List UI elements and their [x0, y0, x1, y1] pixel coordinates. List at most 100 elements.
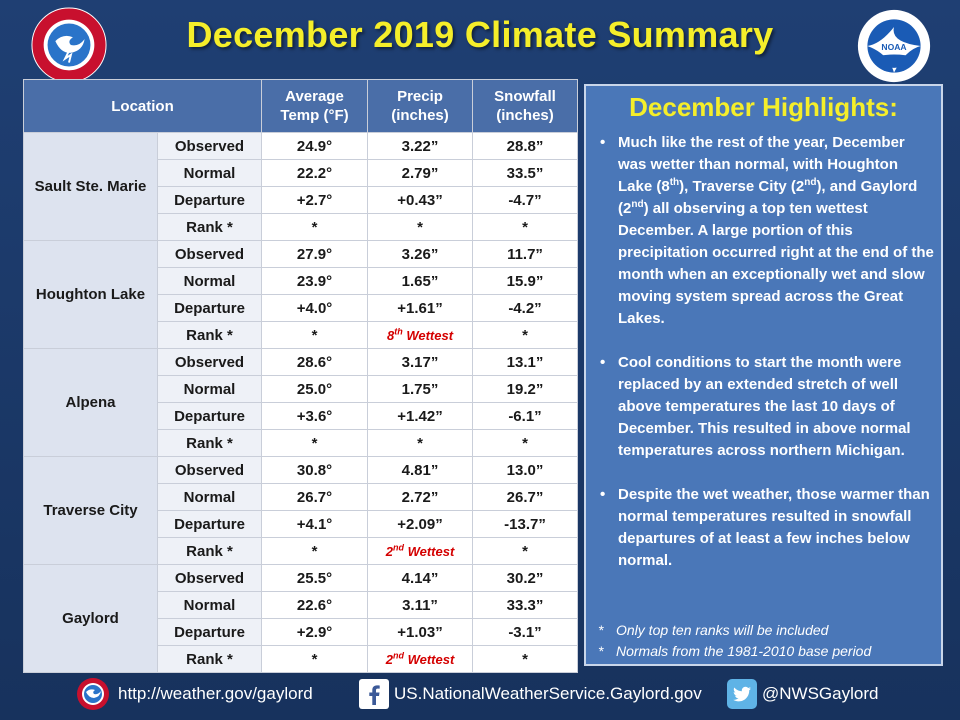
highlight-bullet-temp: Cool conditions to start the month were …	[596, 352, 936, 462]
row-label: Departure	[157, 510, 262, 538]
facebook-icon	[359, 679, 389, 709]
row-label: Normal	[157, 159, 262, 187]
precip-cell: +0.43”	[367, 186, 473, 214]
temp-cell: *	[261, 537, 368, 565]
snow-cell: -4.2”	[472, 294, 578, 322]
snow-cell: *	[472, 429, 578, 457]
row-label: Observed	[157, 132, 262, 160]
temp-cell: +4.0°	[261, 294, 368, 322]
snow-cell: 19.2”	[472, 375, 578, 403]
snow-cell: 15.9”	[472, 267, 578, 295]
noaa-logo-text: NOAA	[881, 42, 906, 52]
row-label: Observed	[157, 564, 262, 592]
header-snowfall: Snowfall (inches)	[472, 79, 578, 133]
temp-cell: *	[261, 213, 368, 241]
precip-cell: 1.65”	[367, 267, 473, 295]
row-label: Observed	[157, 240, 262, 268]
footer-twitter[interactable]: @NWSGaylord	[726, 676, 878, 712]
website-link[interactable]: http://weather.gov/gaylord	[118, 684, 313, 703]
row-label: Departure	[157, 402, 262, 430]
location-name: Sault Ste. Marie	[23, 132, 158, 241]
row-label: Normal	[157, 483, 262, 511]
row-label: Departure	[157, 618, 262, 646]
table-row: Rank * * * *	[24, 213, 578, 241]
table-row: Departure +2.9° +1.03” -3.1”	[24, 618, 578, 646]
row-label: Normal	[157, 267, 262, 295]
highlights-title: December Highlights:	[629, 92, 898, 122]
row-label: Rank *	[157, 321, 262, 349]
twitter-handle[interactable]: @NWSGaylord	[762, 684, 879, 703]
row-label: Normal	[157, 375, 262, 403]
snow-cell: -3.1”	[472, 618, 578, 646]
table-row: Normal 26.7° 2.72” 26.7”	[24, 483, 578, 511]
snow-cell: 26.7”	[472, 483, 578, 511]
temp-cell: 28.6°	[261, 348, 368, 376]
row-label: Normal	[157, 591, 262, 619]
temp-cell: 23.9°	[261, 267, 368, 295]
highlights-list: Much like the rest of the year, December…	[596, 132, 936, 594]
snow-cell: 28.8”	[472, 132, 578, 160]
precip-cell: 4.81”	[367, 456, 473, 484]
row-label: Departure	[157, 294, 262, 322]
precip-cell: +1.42”	[367, 402, 473, 430]
table-row: Departure +2.7° +0.43” -4.7”	[24, 186, 578, 214]
temp-cell: +2.7°	[261, 186, 368, 214]
wettest-rank: 2nd Wettest	[385, 650, 455, 667]
footnotes: * Only top ten ranks will be included * No…	[598, 620, 938, 662]
nws-small-logo-icon	[77, 678, 109, 710]
table-row: Rank * * 8th Wettest *	[24, 321, 578, 349]
snow-cell: -6.1”	[472, 402, 578, 430]
nws-logo-icon	[31, 7, 107, 83]
precip-cell: *	[367, 213, 473, 241]
row-label: Rank *	[157, 213, 262, 241]
snow-cell: -4.7”	[472, 186, 578, 214]
table-row: Normal 23.9° 1.65” 15.9”	[24, 267, 578, 295]
table-row: Gaylord Observed 25.5° 4.14” 30.2”	[23, 564, 578, 673]
snow-cell: 33.3”	[472, 591, 578, 619]
facebook-link[interactable]: US.NationalWeatherService.Gaylord.gov	[394, 684, 702, 703]
table-row: Departure +3.6° +1.42” -6.1”	[24, 402, 578, 430]
temp-cell: *	[261, 429, 368, 457]
location-name: Alpena	[23, 348, 158, 457]
precip-rank-cell: 8th Wettest	[367, 321, 473, 349]
temp-cell: +2.9°	[261, 618, 368, 646]
snow-cell: *	[472, 537, 578, 565]
temp-cell: +4.1°	[261, 510, 368, 538]
precip-cell: +1.61”	[367, 294, 473, 322]
table-row: Normal 22.6° 3.11” 33.3”	[24, 591, 578, 619]
table-row: Departure +4.0° +1.61” -4.2”	[24, 294, 578, 322]
precip-cell: *	[367, 429, 473, 457]
snow-cell: 13.0”	[472, 456, 578, 484]
noaa-logo-icon: NOAA	[857, 9, 931, 83]
footer-website[interactable]: http://weather.gov/gaylord	[72, 676, 313, 712]
highlights-panel: December Highlights: Much like the rest …	[584, 84, 943, 666]
climate-table: Location Average Temp (°F) Precip (inches)…	[23, 79, 578, 673]
header-temp: Average Temp (°F)	[261, 79, 368, 133]
highlight-bullet-snow: Despite the wet weather, those warmer th…	[596, 484, 936, 572]
temp-cell: 22.6°	[261, 591, 368, 619]
row-label: Rank *	[157, 645, 262, 673]
precip-rank-cell: 2nd Wettest	[367, 537, 473, 565]
location-name: Houghton Lake	[23, 240, 158, 349]
precip-cell: 2.79”	[367, 159, 473, 187]
snow-cell: -13.7”	[472, 510, 578, 538]
temp-cell: 25.5°	[261, 564, 368, 592]
footer-facebook[interactable]: US.NationalWeatherService.Gaylord.gov	[358, 676, 702, 712]
snow-cell: *	[472, 213, 578, 241]
temp-cell: *	[261, 321, 368, 349]
precip-rank-cell: 2nd Wettest	[367, 645, 473, 673]
snow-cell: 30.2”	[472, 564, 578, 592]
location-name: Gaylord	[23, 564, 158, 673]
footnote: * Normals from the 1981-2010 base period	[598, 643, 872, 659]
table-row: Normal 22.2° 2.79” 33.5”	[24, 159, 578, 187]
row-label: Observed	[157, 348, 262, 376]
table-row: Normal 25.0° 1.75” 19.2”	[24, 375, 578, 403]
snow-cell: *	[472, 645, 578, 673]
snow-cell: 11.7”	[472, 240, 578, 268]
precip-cell: 2.72”	[367, 483, 473, 511]
header-precip: Precip (inches)	[367, 79, 473, 133]
precip-cell: 1.75”	[367, 375, 473, 403]
wettest-rank: 8th Wettest	[386, 326, 454, 343]
precip-cell: +1.03”	[367, 618, 473, 646]
table-row: Departure +4.1° +2.09” -13.7”	[24, 510, 578, 538]
